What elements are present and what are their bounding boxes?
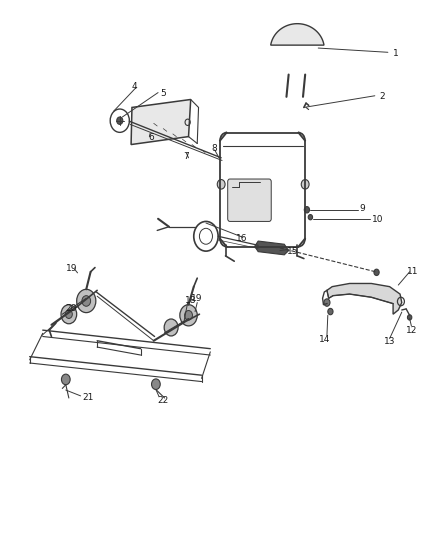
Circle shape [308,215,313,220]
Text: 13: 13 [384,337,395,346]
Text: 15: 15 [286,247,298,256]
Text: 10: 10 [372,215,383,224]
Circle shape [407,315,412,320]
Text: 11: 11 [407,268,419,276]
Text: 16: 16 [237,234,248,243]
Text: 14: 14 [319,335,331,344]
Circle shape [328,309,333,315]
Circle shape [301,180,309,189]
Circle shape [65,310,72,318]
Circle shape [61,374,70,385]
Circle shape [77,289,96,313]
Text: 9: 9 [360,204,365,213]
Text: 19: 19 [191,294,202,303]
Polygon shape [131,100,191,144]
FancyBboxPatch shape [228,179,271,221]
Text: 19: 19 [66,264,77,272]
Circle shape [117,117,123,124]
Text: 8: 8 [211,144,217,153]
Circle shape [185,311,192,320]
Text: 7: 7 [184,152,189,161]
Circle shape [217,180,225,189]
Circle shape [180,305,197,326]
Circle shape [304,207,310,213]
Circle shape [61,305,77,324]
Text: 21: 21 [82,393,93,402]
Circle shape [374,269,379,276]
Circle shape [324,299,330,306]
Circle shape [82,296,91,306]
Text: 6: 6 [148,133,154,142]
Polygon shape [254,241,289,255]
Text: 18: 18 [185,296,197,305]
Text: 12: 12 [406,326,417,335]
Text: 20: 20 [66,304,77,313]
Polygon shape [327,284,402,314]
Circle shape [164,319,178,336]
Text: 1: 1 [393,49,399,58]
Circle shape [152,379,160,390]
Text: 2: 2 [379,92,385,101]
Text: 22: 22 [157,395,169,405]
Text: 5: 5 [160,88,166,98]
Polygon shape [271,23,324,45]
Text: 4: 4 [131,82,137,91]
